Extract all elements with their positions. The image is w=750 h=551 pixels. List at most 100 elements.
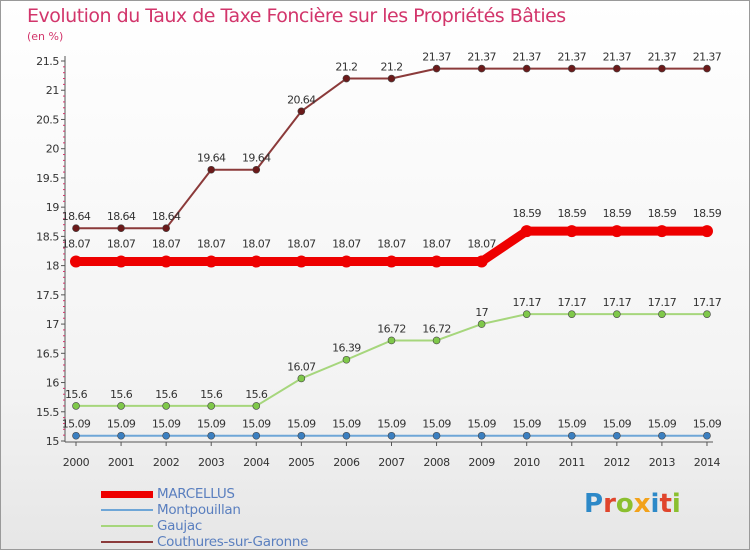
data-point-gaujac	[522, 310, 531, 318]
data-label-couthures: 18.64	[152, 210, 181, 223]
data-point-gaujac	[297, 374, 306, 383]
data-point-marcellus	[250, 255, 263, 268]
data-label-couthures: 18.64	[62, 210, 91, 223]
legend-swatch-montpouillan	[101, 509, 153, 511]
data-label-couthures: 18.64	[107, 210, 136, 223]
y-tick-label: 21.5	[36, 55, 59, 68]
data-point-couthures	[162, 224, 170, 232]
y-tick-label: 19.5	[36, 172, 59, 185]
series-line-couthures	[76, 67, 707, 230]
data-point-gaujac	[613, 310, 621, 318]
data-label-couthures: 20.64	[287, 93, 316, 106]
x-tick-label: 2012	[604, 456, 630, 469]
data-point-marcellus	[475, 255, 488, 268]
data-point-gaujac	[342, 355, 351, 364]
y-tick-label: 16	[46, 377, 60, 390]
data-label-montpouillan: 15.09	[377, 418, 406, 431]
y-axis-unit: (en %)	[27, 30, 64, 43]
data-point-gaujac	[567, 310, 576, 318]
chart-title: Evolution du Taux de Taxe Foncière sur l…	[27, 5, 566, 27]
logo-letter: x	[633, 489, 651, 519]
data-label-marcellus: 18.07	[467, 238, 496, 251]
data-label-gaujac: 17.17	[603, 296, 632, 309]
data-label-montpouillan: 15.09	[603, 418, 632, 431]
data-point-montpouillan	[613, 431, 621, 440]
data-label-gaujac: 15.6	[245, 388, 268, 401]
data-point-montpouillan	[72, 431, 80, 440]
data-label-montpouillan: 15.09	[287, 418, 316, 431]
data-point-gaujac	[117, 402, 125, 410]
data-point-couthures	[207, 165, 216, 174]
data-label-gaujac: 15.6	[65, 388, 88, 401]
data-label-couthures: 21.2	[335, 61, 357, 74]
y-tick-label: 15.5	[36, 406, 59, 419]
data-point-couthures	[342, 74, 351, 83]
legend-item-gaujac: Gaujac	[101, 518, 361, 534]
data-label-gaujac: 17.17	[693, 296, 722, 309]
x-tick-label: 2010	[513, 456, 540, 469]
data-point-couthures	[252, 165, 261, 174]
data-point-marcellus	[385, 255, 398, 268]
data-point-couthures	[703, 64, 711, 73]
data-point-gaujac	[477, 320, 486, 328]
data-label-couthures: 21.37	[603, 51, 632, 64]
data-label-marcellus: 18.07	[242, 238, 271, 251]
data-label-marcellus: 18.07	[422, 238, 451, 251]
data-point-couthures	[477, 64, 486, 73]
data-point-montpouillan	[207, 431, 216, 440]
data-label-montpouillan: 15.09	[152, 418, 181, 431]
data-point-gaujac	[658, 310, 666, 318]
data-label-gaujac: 15.6	[110, 388, 133, 401]
data-label-montpouillan: 15.09	[558, 418, 587, 431]
legend-item-marcellus: MARCELLUS	[101, 486, 361, 502]
data-label-montpouillan: 15.09	[648, 418, 677, 431]
data-label-montpouillan: 15.09	[332, 418, 361, 431]
data-label-montpouillan: 15.09	[512, 418, 541, 431]
data-label-montpouillan: 15.09	[242, 418, 271, 431]
data-label-montpouillan: 15.09	[693, 418, 722, 431]
data-point-montpouillan	[387, 431, 396, 440]
x-tick-label: 2002	[153, 456, 179, 469]
data-label-marcellus: 18.07	[377, 238, 406, 251]
x-tick-label: 2003	[198, 456, 225, 469]
data-point-gaujac	[432, 336, 441, 345]
data-point-marcellus	[610, 225, 623, 238]
data-point-marcellus	[70, 255, 82, 268]
data-point-gaujac	[252, 402, 261, 410]
data-point-montpouillan	[162, 431, 170, 440]
data-point-couthures	[567, 64, 576, 73]
logo-letter: r	[603, 489, 616, 519]
x-tick-label: 2000	[63, 456, 90, 469]
legend-label-montpouillan: Montpouillan	[157, 502, 241, 518]
data-point-gaujac	[72, 402, 80, 410]
data-label-gaujac: 16.72	[422, 322, 451, 335]
data-label-montpouillan: 15.09	[422, 418, 451, 431]
data-label-couthures: 21.37	[648, 51, 677, 64]
x-tick-label: 2008	[423, 456, 450, 469]
x-tick-label: 2011	[559, 456, 585, 469]
x-tick-label: 2013	[649, 456, 676, 469]
data-label-couthures: 19.64	[242, 152, 271, 165]
data-point-montpouillan	[117, 431, 125, 440]
data-label-montpouillan: 15.09	[62, 418, 91, 431]
data-point-couthures	[613, 64, 621, 73]
x-tick-label: 2014	[694, 456, 721, 469]
proxiti-logo: Proxiti	[584, 489, 681, 519]
logo-letter: i	[671, 489, 681, 519]
data-point-marcellus	[430, 255, 443, 268]
data-point-couthures	[432, 64, 441, 73]
data-point-marcellus	[700, 225, 713, 238]
data-point-couthures	[387, 74, 396, 83]
x-tick-label: 2001	[108, 456, 134, 469]
data-label-couthures: 21.37	[422, 51, 451, 64]
data-point-couthures	[297, 107, 306, 116]
data-label-marcellus: 18.59	[558, 207, 587, 220]
x-tick-label: 2004	[243, 456, 270, 469]
data-label-couthures: 21.2	[380, 61, 402, 74]
data-point-marcellus	[205, 255, 218, 268]
data-label-gaujac: 17.17	[648, 296, 677, 309]
legend-swatch-gaujac	[101, 525, 153, 527]
data-label-couthures: 21.37	[693, 51, 722, 64]
data-point-marcellus	[115, 255, 128, 268]
